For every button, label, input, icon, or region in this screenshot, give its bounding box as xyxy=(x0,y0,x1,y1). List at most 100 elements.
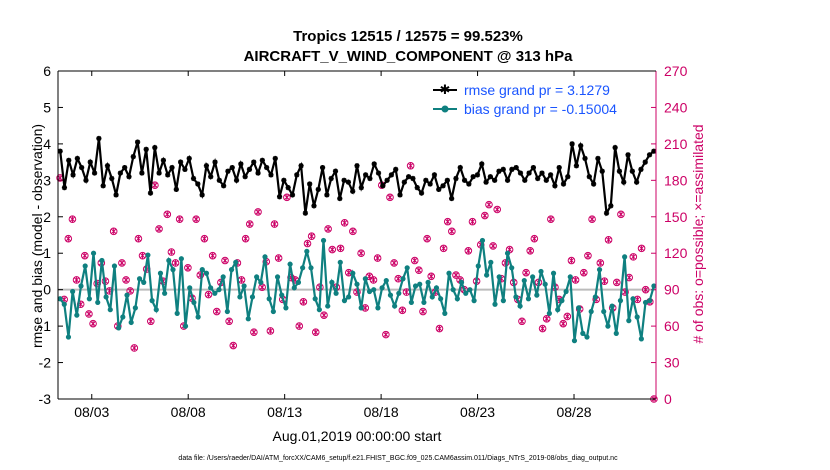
rmse-point xyxy=(109,175,115,182)
bias-point xyxy=(475,263,481,269)
obs-possible-point xyxy=(221,256,229,265)
obs-possible-point xyxy=(518,317,526,326)
bias-point xyxy=(245,316,251,322)
bias-point xyxy=(224,308,230,315)
bias-point xyxy=(555,307,561,313)
rmse-point xyxy=(134,139,141,145)
obs-possible-point xyxy=(427,272,436,281)
rmse-point xyxy=(96,135,102,142)
bias-point xyxy=(116,325,122,331)
obs-possible-point xyxy=(571,276,580,284)
rmse-point xyxy=(311,203,317,209)
obs-assimilated-point xyxy=(638,245,645,252)
bias-point xyxy=(78,283,84,289)
rmse-point xyxy=(560,181,567,187)
bias-point xyxy=(622,254,628,260)
obs-assimilated-point xyxy=(325,226,331,232)
obs-possible-point xyxy=(134,234,143,243)
legend-rmse-label: rmse grand pr = 3.1279 xyxy=(464,82,610,98)
bias-point xyxy=(358,305,364,311)
bias-point xyxy=(387,292,394,298)
rmse-point xyxy=(57,148,63,154)
obs-possible-point xyxy=(485,200,493,209)
bias-point xyxy=(588,308,594,315)
bias-point xyxy=(563,288,569,295)
rmse-point xyxy=(221,183,227,189)
rmse-point xyxy=(449,195,455,202)
obs-possible-point xyxy=(229,341,238,350)
obs-possible-point xyxy=(72,276,81,284)
obs-assimilated-point xyxy=(407,162,414,169)
bias-point xyxy=(375,305,381,311)
rmse-point xyxy=(251,159,257,165)
bias-point xyxy=(513,294,519,300)
obs-possible-point xyxy=(204,290,213,299)
obs-assimilated-point xyxy=(605,237,612,243)
obs-assimilated-point xyxy=(374,255,381,261)
y-tick-label-right: 180 xyxy=(664,172,688,188)
legend-bias-marker xyxy=(441,105,449,113)
obs-possible-point xyxy=(382,330,390,339)
obs-assimilated-point xyxy=(581,269,587,276)
rmse-point xyxy=(406,174,412,180)
obs-assimilated-point xyxy=(494,206,500,213)
obs-assimilated-point xyxy=(193,216,199,223)
rmse-point xyxy=(457,164,463,171)
obs-possible-point xyxy=(464,246,473,255)
bias-point xyxy=(404,265,410,271)
y-axis-label-left: rmse and bias (model - observation) xyxy=(29,124,45,348)
obs-assimilated-point xyxy=(527,247,533,254)
obs-possible-point xyxy=(373,254,382,262)
obs-possible-point xyxy=(559,319,568,328)
rmse-point xyxy=(552,183,558,189)
rmse-point xyxy=(440,183,446,189)
obs-assimilated-point xyxy=(152,182,158,188)
obs-possible-point xyxy=(542,315,551,323)
bias-point xyxy=(571,338,578,344)
obs-assimilated-point xyxy=(135,235,142,242)
bias-point xyxy=(65,334,72,340)
obs-possible-point xyxy=(538,324,547,333)
rmse-series xyxy=(57,135,657,217)
obs-assimilated-point xyxy=(445,218,451,225)
x-tick-label: 08/03 xyxy=(74,404,109,420)
rmse-point xyxy=(186,155,192,162)
obs-assimilated-point xyxy=(172,260,179,266)
obs-possible-point xyxy=(522,268,530,277)
rmse-point xyxy=(496,168,502,174)
obs-assimilated-point xyxy=(399,307,406,314)
rmse-point xyxy=(535,175,541,182)
rmse-point xyxy=(629,168,635,174)
rmse-point xyxy=(621,179,627,185)
bias-point xyxy=(458,279,465,285)
rmse-point xyxy=(79,164,85,171)
obs-assimilated-point xyxy=(251,329,257,335)
obs-assimilated-point xyxy=(308,233,315,240)
obs-assimilated-point xyxy=(465,247,472,254)
bias-point xyxy=(333,290,339,296)
legend-box: ✱ rmse grand pr = 3.1279 bias grand pr =… xyxy=(425,77,635,119)
bias-point xyxy=(279,292,285,298)
rmse-point xyxy=(530,164,536,171)
rmse-point xyxy=(388,172,395,178)
bias-point xyxy=(509,265,515,271)
bias-point xyxy=(291,285,297,291)
bias-point xyxy=(538,268,544,275)
obs-assimilated-point xyxy=(205,291,212,298)
rmse-point xyxy=(281,177,287,183)
rmse-point xyxy=(569,141,575,147)
rmse-point xyxy=(466,181,472,187)
rmse-point xyxy=(504,177,511,183)
obs-assimilated-point xyxy=(119,260,125,266)
obs-possible-point xyxy=(596,259,605,267)
y-tick-label-right: 120 xyxy=(664,245,688,261)
obs-possible-point xyxy=(299,298,308,306)
obs-possible-point xyxy=(184,264,192,272)
rmse-point xyxy=(341,177,347,183)
obs-assimilated-point xyxy=(313,329,319,335)
rmse-point xyxy=(612,144,618,151)
bias-point xyxy=(329,279,335,285)
obs-possible-point xyxy=(584,251,592,260)
rmse-point xyxy=(393,166,399,172)
obs-assimilated-point xyxy=(201,235,208,242)
